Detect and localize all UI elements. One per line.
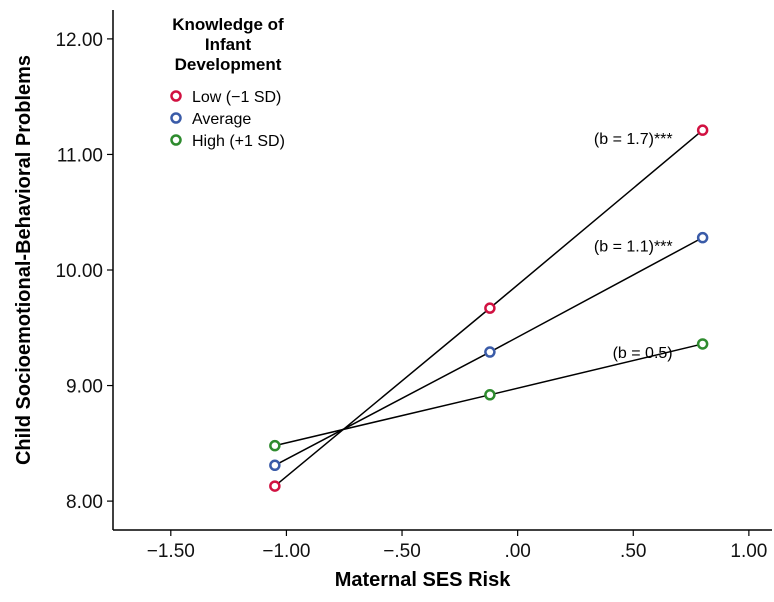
x-tick-label: −1.50 xyxy=(147,541,195,562)
x-tick-label: −.50 xyxy=(383,541,421,562)
legend-label: Average xyxy=(192,111,251,128)
slope-annotation: (b = 1.7)*** xyxy=(594,131,673,148)
legend-title-line: Development xyxy=(175,55,282,74)
x-tick-label: .00 xyxy=(504,541,530,562)
x-tick-label: .50 xyxy=(620,541,646,562)
data-point xyxy=(269,439,281,452)
slope-annotation: (b = 1.1)*** xyxy=(594,239,673,256)
data-point xyxy=(269,459,281,472)
data-point xyxy=(484,302,496,314)
y-tick-label: 11.00 xyxy=(57,145,103,166)
legend-title-line: Knowledge of xyxy=(172,15,284,34)
y-tick-label: 10.00 xyxy=(55,261,103,282)
x-tick-label: 1.00 xyxy=(730,541,767,562)
y-tick-label: 8.00 xyxy=(66,492,103,513)
legend-title-line: Infant xyxy=(205,35,252,54)
annotations-layer: (b = 1.7)*** (b = 1.1)*** (b = 0.5) xyxy=(594,131,673,362)
y-axis-title: Child Socioemotional-Behavioral Problems xyxy=(13,55,35,465)
x-axis-title: Maternal SES Risk xyxy=(335,569,512,591)
x-tick-label: −1.00 xyxy=(262,541,310,562)
legend-label: Low (−1 SD) xyxy=(192,89,281,106)
data-point xyxy=(696,231,709,244)
data-point xyxy=(484,346,496,358)
slope-annotation: (b = 0.5) xyxy=(613,345,673,362)
data-point xyxy=(484,389,496,401)
points-layer xyxy=(269,124,709,492)
legend-marker xyxy=(170,134,182,146)
legend-marker xyxy=(170,112,182,124)
data-point xyxy=(269,480,281,492)
legend-label: High (+1 SD) xyxy=(192,133,285,150)
y-tick-label: 12.00 xyxy=(55,30,103,51)
axes-layer: −1.50 −1.00 −.50 .00 .50 1.00 8.00 9.00 10.00 11.… xyxy=(13,10,772,591)
data-point xyxy=(696,338,709,350)
y-tick-label: 9.00 xyxy=(66,377,103,398)
data-point xyxy=(696,124,709,136)
legend-marker xyxy=(170,90,182,102)
